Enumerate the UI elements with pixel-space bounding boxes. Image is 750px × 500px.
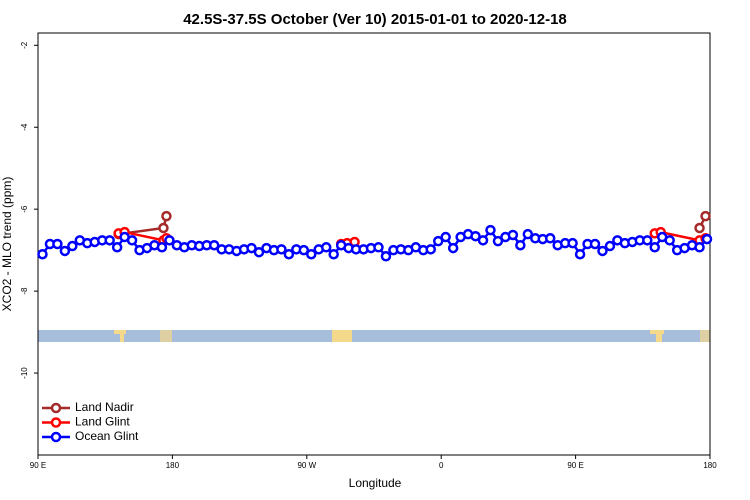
data-point	[589, 238, 601, 250]
x-tick-label: 90 E	[30, 461, 46, 470]
data-point	[161, 210, 172, 222]
x-axis-label: Longitude	[349, 476, 402, 490]
legend-label: Land Nadir	[75, 400, 134, 414]
data-point	[574, 248, 586, 260]
y-tick-label: -10	[20, 367, 29, 379]
data-point	[507, 229, 519, 241]
y-tick-label: -2	[20, 41, 29, 49]
data-point	[440, 231, 451, 243]
data-point	[380, 251, 392, 262]
data-point	[694, 222, 705, 234]
data-point	[515, 239, 526, 251]
data-point	[477, 235, 489, 246]
legend-marker	[50, 431, 62, 443]
plot-frame	[37, 32, 711, 456]
data-point	[492, 235, 504, 247]
data-point	[298, 244, 310, 256]
data-point	[432, 235, 444, 247]
data-point	[306, 248, 317, 260]
y-tick-label: -4	[20, 123, 29, 131]
data-point	[276, 244, 287, 255]
legend-marker	[50, 402, 62, 414]
data-point	[694, 242, 705, 253]
data-point	[642, 235, 653, 246]
x-tick-label: 90 E	[567, 461, 583, 470]
data-point	[67, 240, 78, 252]
chart-title: 42.5S-37.5S October (Ver 10) 2015-01-01 …	[183, 11, 567, 28]
data-point	[164, 235, 175, 246]
y-axis-label: XCO2 - MLO trend (ppm)	[0, 177, 14, 312]
data-point	[597, 245, 608, 257]
data-point	[701, 233, 713, 245]
data-point	[485, 224, 496, 236]
data-point	[52, 238, 63, 250]
data-point	[111, 242, 123, 253]
x-tick-label: 180	[703, 461, 717, 470]
land-mask-strip	[38, 330, 710, 342]
data-point	[104, 235, 115, 246]
x-tick-label: 180	[166, 461, 180, 470]
data-point	[447, 242, 459, 254]
legend-marker	[50, 417, 62, 428]
data-point	[649, 242, 660, 253]
data-point	[208, 239, 220, 251]
data-point	[283, 248, 295, 260]
data-point	[470, 230, 481, 242]
legend-label: Ocean Glint	[75, 429, 139, 443]
data-point	[59, 245, 71, 257]
data-point	[253, 246, 265, 258]
x-tick-label: 0	[439, 461, 444, 470]
data-point	[246, 242, 257, 254]
y-tick-label: -6	[20, 205, 29, 213]
data-point	[604, 240, 616, 252]
data-point	[373, 242, 384, 253]
data-point	[544, 233, 556, 244]
data-point	[320, 242, 332, 253]
data-point	[158, 222, 169, 234]
data-point	[567, 237, 578, 249]
data-point	[700, 210, 711, 222]
data-point	[664, 235, 675, 246]
data-point	[522, 228, 534, 240]
data-point	[126, 235, 138, 246]
y-tick-label: -8	[20, 287, 29, 295]
data-point	[37, 248, 48, 260]
x-tick-label: 90 W	[297, 461, 316, 470]
data-point	[425, 244, 436, 255]
data-point	[328, 248, 339, 260]
legend-label: Land Glint	[75, 415, 130, 429]
data-point	[156, 242, 168, 253]
